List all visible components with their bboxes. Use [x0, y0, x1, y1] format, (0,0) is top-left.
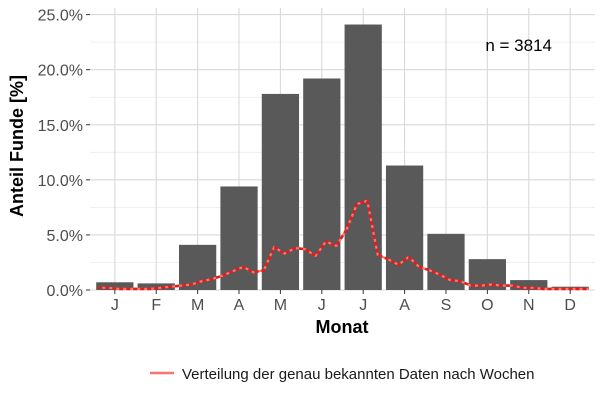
x-tick-label: A	[234, 297, 245, 314]
legend: Verteilung der genau bekannten Daten nac…	[150, 366, 535, 383]
legend-label: Verteilung der genau bekannten Daten nac…	[182, 366, 535, 383]
x-tick-label: J	[359, 297, 367, 314]
x-axis-title: Monat	[316, 317, 369, 337]
sample-size-annotation: n = 3814	[485, 36, 552, 55]
bar-6	[303, 78, 341, 290]
x-tick-label: J	[111, 297, 119, 314]
x-tick-label: N	[523, 297, 535, 314]
x-tick-label: M	[191, 297, 204, 314]
y-tick-label: 10.0%	[38, 173, 83, 190]
bars	[96, 24, 589, 290]
bar-11	[510, 280, 548, 290]
x-tick-label: A	[399, 297, 410, 314]
line-series-dashes	[98, 199, 589, 291]
bar-2	[137, 283, 175, 290]
bar-1	[96, 282, 134, 290]
y-axis-title: Anteil Funde [%]	[7, 75, 27, 217]
y-tick-label: 0.0%	[47, 283, 83, 300]
x-tick-label: D	[564, 297, 576, 314]
bar-8	[385, 165, 424, 290]
y-tick-label: 5.0%	[47, 228, 83, 245]
y-tick-label: 25.0%	[38, 8, 83, 25]
bar-4	[220, 186, 258, 290]
y-tick-labels: 0.0% 5.0% 10.0% 15.0% 20.0% 25.0%	[38, 8, 90, 300]
y-tick-label: 15.0%	[38, 118, 83, 135]
line-series-path	[98, 199, 589, 290]
x-tick-label: O	[481, 297, 493, 314]
bar-5	[261, 93, 300, 290]
y-tick-label: 20.0%	[38, 63, 83, 80]
x-tick-label: F	[151, 297, 161, 314]
x-tick-label: J	[318, 297, 326, 314]
x-tick-label: M	[274, 297, 287, 314]
x-tick-label: S	[441, 297, 452, 314]
line-series	[98, 199, 589, 291]
